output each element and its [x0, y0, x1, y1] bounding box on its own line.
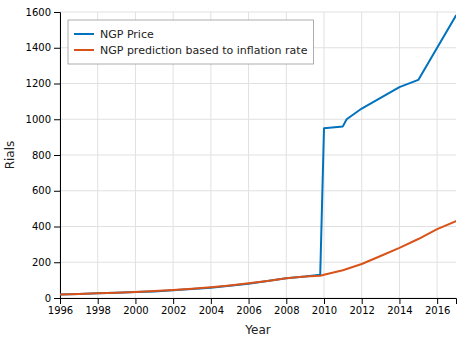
x-tick: 2006 [236, 298, 261, 316]
y-tick: 1200 [26, 78, 60, 89]
x-tick-mark [286, 298, 287, 304]
x-axis-line [61, 299, 457, 305]
y-tick-label: 400 [32, 221, 51, 232]
legend: NGP Price NGP prediction based to inflati… [68, 20, 313, 64]
x-tick: 2000 [123, 298, 148, 316]
x-tick-mark [249, 298, 250, 304]
x-tick: 1998 [85, 298, 110, 316]
y-tick: 1600 [26, 7, 60, 18]
y-tick-mark [54, 262, 60, 263]
y-tick-label: 0 [45, 293, 51, 304]
x-tick-mark [135, 298, 136, 304]
series-line [60, 221, 456, 294]
x-tick: 2008 [274, 298, 299, 316]
legend-label: NGP prediction based to inflation rate [100, 44, 308, 57]
x-tick-mark [98, 298, 99, 304]
x-tick-label: 2004 [199, 305, 224, 316]
series-group [60, 16, 456, 295]
y-tick-mark [54, 119, 60, 120]
y-tick: 0 [45, 293, 60, 304]
x-tick-mark [173, 298, 174, 304]
x-tick: 2010 [312, 298, 337, 316]
x-axis: 1996 1998 2000 2002 2004 2006 2008 2010 2012 2014… [48, 298, 457, 316]
legend-swatch [74, 33, 94, 35]
x-tick-label: 2006 [236, 305, 261, 316]
y-grid-line [60, 83, 456, 84]
x-tick-mark [324, 298, 325, 304]
grid [60, 12, 456, 298]
y-grid-line [60, 12, 456, 13]
y-tick: 200 [32, 257, 60, 268]
chart: 1996199820002002200420062008201020122014… [0, 0, 474, 342]
legend-label: NGP Price [100, 28, 154, 41]
y-tick: 600 [32, 185, 60, 196]
y-axis-title: Rials [3, 141, 17, 170]
x-axis-title: Year [244, 323, 270, 337]
y-tick-mark [54, 155, 60, 156]
y-tick: 1400 [26, 42, 60, 53]
y-tick-mark [54, 48, 60, 49]
y-tick-mark [54, 227, 60, 228]
x-tick: 2014 [387, 298, 412, 316]
y-tick-mark [54, 191, 60, 192]
x-tick: 2004 [199, 298, 224, 316]
x-tick-mark [362, 298, 363, 304]
y-tick-label: 200 [32, 257, 51, 268]
x-tick-label: 1996 [48, 305, 73, 316]
y-tick: 400 [32, 221, 60, 232]
x-tick-label: 1998 [85, 305, 110, 316]
x-tick-label: 2008 [274, 305, 299, 316]
y-axis-line [54, 13, 61, 299]
plot: 1996199820002002200420062008201020122014… [3, 7, 457, 337]
x-tick: 2016 [425, 298, 450, 316]
x-tick-mark [437, 298, 438, 304]
y-tick-mark [54, 84, 60, 85]
y-tick-label: 1400 [26, 42, 51, 53]
y-tick-label: 1600 [26, 7, 51, 18]
x-tick-mark [399, 298, 400, 304]
series-line [60, 16, 456, 295]
x-tick-label: 2012 [349, 305, 374, 316]
x-tick-label: 2014 [387, 305, 412, 316]
x-tick-label: 2016 [425, 305, 450, 316]
y-grid-line [60, 226, 456, 227]
y-tick-mark [54, 12, 60, 13]
y-grid-line [60, 155, 456, 156]
y-grid-line [60, 262, 456, 263]
y-tick-mark [54, 298, 60, 299]
y-grid-line [60, 190, 456, 191]
y-tick: 800 [32, 150, 60, 161]
y-tick-label: 1200 [26, 78, 51, 89]
x-tick-label: 2000 [123, 305, 148, 316]
x-tick-label: 2010 [312, 305, 337, 316]
x-tick-label: 2002 [161, 305, 186, 316]
y-axis: 0 200 400 600 800 1000 1200 1400 1600 [26, 7, 61, 304]
y-tick-label: 600 [32, 185, 51, 196]
y-grid-line [60, 119, 456, 120]
legend-swatch [74, 49, 94, 51]
legend-box [68, 20, 313, 64]
x-tick: 2002 [161, 298, 186, 316]
y-tick-label: 1000 [26, 114, 51, 125]
y-tick: 1000 [26, 114, 60, 125]
x-tick: 2012 [349, 298, 374, 316]
y-tick-label: 800 [32, 150, 51, 161]
x-tick-mark [211, 298, 212, 304]
x-tick: 1996 [48, 298, 73, 316]
